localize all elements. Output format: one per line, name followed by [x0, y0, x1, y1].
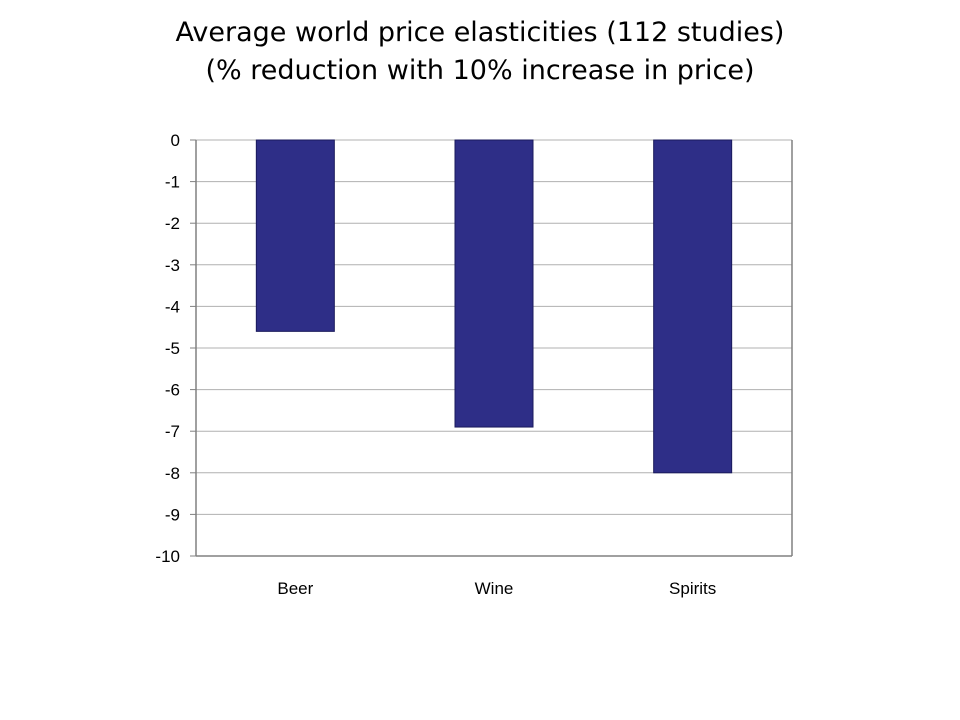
y-tick-label: -5 — [165, 339, 180, 358]
y-tick-label: -7 — [165, 422, 180, 441]
y-tick-label: -6 — [165, 381, 180, 400]
y-axis-tick-labels: 0 -1 -2 -3 -4 -5 -6 -7 -8 -9 -10 — [155, 131, 180, 566]
bar-beer — [255, 139, 335, 332]
y-tick-label: -1 — [165, 173, 180, 192]
x-category-label: Wine — [475, 579, 514, 598]
bar-wine — [454, 139, 534, 428]
bars — [255, 139, 733, 474]
y-tick-label: -9 — [165, 505, 180, 524]
x-axis-category-labels: Beer Wine Spirits — [277, 579, 716, 598]
y-tick-label: -2 — [165, 214, 180, 233]
y-tick-label: -10 — [155, 547, 180, 566]
x-category-label: Spirits — [669, 579, 716, 598]
x-category-label: Beer — [277, 579, 313, 598]
y-tick-label: 0 — [171, 131, 180, 150]
y-tick-label: -3 — [165, 256, 180, 275]
y-tick-label: -8 — [165, 464, 180, 483]
chart-title: Average world price elasticities (112 st… — [0, 14, 960, 90]
chart-title-line-2: (% reduction with 10% increase in price) — [205, 55, 755, 86]
chart-title-line-1: Average world price elasticities (112 st… — [175, 17, 785, 48]
bar-spirits — [653, 139, 733, 474]
y-tick-label: -4 — [165, 297, 180, 316]
